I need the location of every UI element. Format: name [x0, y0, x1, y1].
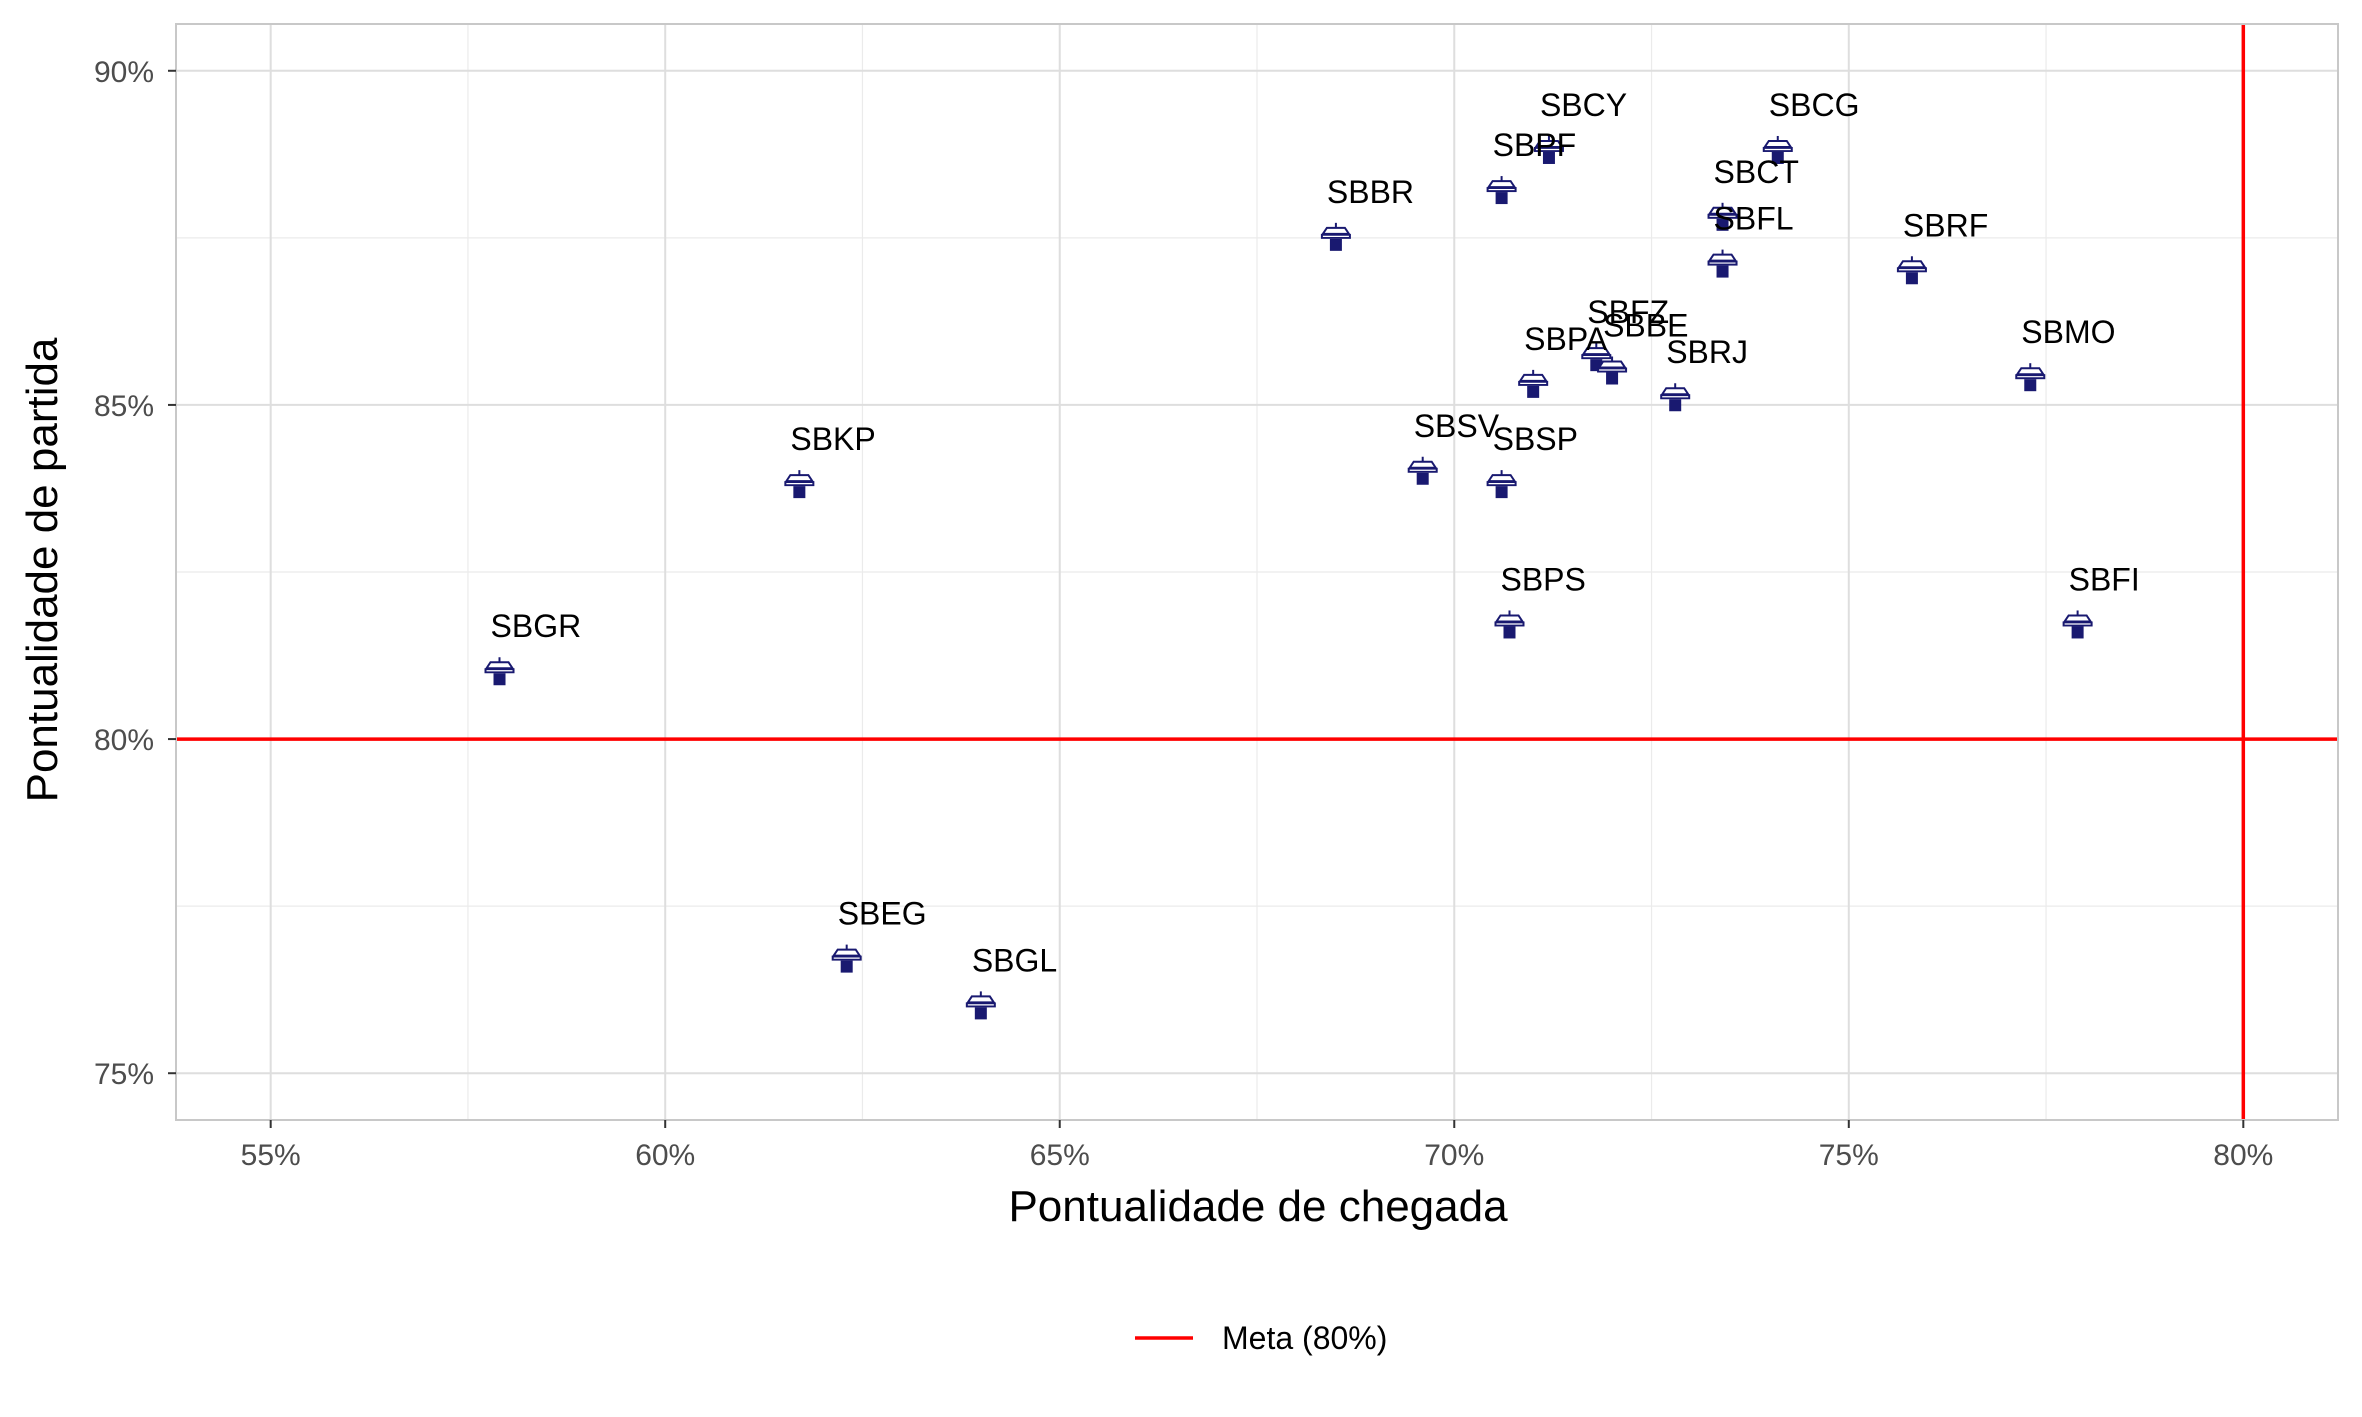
x-axis-ticks: 55% 60% 65% 70% 75% 80% — [241, 1120, 2273, 1172]
reference-lines — [176, 24, 2338, 1120]
airport-tower-icon — [1533, 135, 1564, 164]
y-tick-label: 85% — [94, 390, 154, 423]
airport-tower-icon — [1762, 135, 1793, 164]
airport-tower-icon — [1494, 610, 1525, 639]
legend: Meta (80%) — [1135, 1320, 1387, 1356]
airport-tower-icon — [1896, 256, 1927, 285]
point-label: SBEG — [838, 896, 927, 932]
point-label: SBRF — [1903, 207, 1988, 243]
airport-tower-icon — [2062, 610, 2093, 639]
x-tick-label: 65% — [1030, 1139, 1090, 1172]
y-axis-ticks: 75% 80% 85% 90% — [94, 56, 176, 1091]
x-tick-label: 55% — [241, 1139, 301, 1172]
airport-tower-icon — [1660, 383, 1691, 412]
point-label: SBGL — [972, 942, 1057, 978]
x-tick-label: 70% — [1424, 1139, 1484, 1172]
airport-tower-icon — [1707, 249, 1738, 278]
plot-panel-border — [175, 23, 2339, 1121]
point-label: SBRJ — [1666, 334, 1748, 370]
airport-tower-icon — [1320, 222, 1351, 251]
point-label: SBPS — [1500, 561, 1585, 597]
airport-tower-icon — [1597, 356, 1628, 385]
point-label: SBFZ — [1587, 294, 1669, 330]
point-label: SBCT — [1714, 154, 1799, 190]
point-label: SBFL — [1714, 201, 1794, 237]
x-axis-title: Pontualidade de chegada — [1008, 1182, 1508, 1231]
data-points — [484, 135, 2093, 1020]
airport-tower-icon — [1707, 202, 1738, 231]
point-label: SBCY — [1540, 87, 1627, 123]
point-label: SBCG — [1769, 87, 1860, 123]
point-label: SBPF — [1493, 127, 1577, 163]
x-tick-label: 80% — [2213, 1139, 2273, 1172]
x-tick-label: 75% — [1819, 1139, 1879, 1172]
y-axis-title: Pontualidade de partida — [18, 337, 67, 802]
y-tick-label: 90% — [94, 56, 154, 89]
y-tick-label: 75% — [94, 1058, 154, 1091]
airport-tower-icon — [1486, 470, 1517, 499]
point-label: SBGR — [491, 608, 582, 644]
point-label: SBFI — [2069, 561, 2140, 597]
y-tick-label: 80% — [94, 724, 154, 757]
point-label: SBSP — [1493, 421, 1578, 457]
airport-tower-icon — [1407, 456, 1438, 485]
x-tick-label: 60% — [635, 1139, 695, 1172]
point-label: SBPA — [1524, 321, 1608, 357]
airport-tower-icon — [831, 944, 862, 973]
airport-tower-icon — [784, 470, 815, 499]
airport-tower-icon — [1486, 176, 1517, 205]
point-label: SBBR — [1327, 174, 1414, 210]
airport-tower-icon — [965, 991, 996, 1020]
minor-gridlines — [176, 24, 2338, 1120]
point-label: SBKP — [790, 421, 875, 457]
legend-label: Meta (80%) — [1222, 1320, 1387, 1356]
airport-tower-icon — [2015, 363, 2046, 392]
point-label: SBBE — [1603, 308, 1688, 344]
airport-tower-icon — [1518, 369, 1549, 398]
point-label: SBSV — [1414, 408, 1500, 444]
point-label: SBMO — [2021, 314, 2115, 350]
airport-tower-icon — [484, 657, 515, 686]
